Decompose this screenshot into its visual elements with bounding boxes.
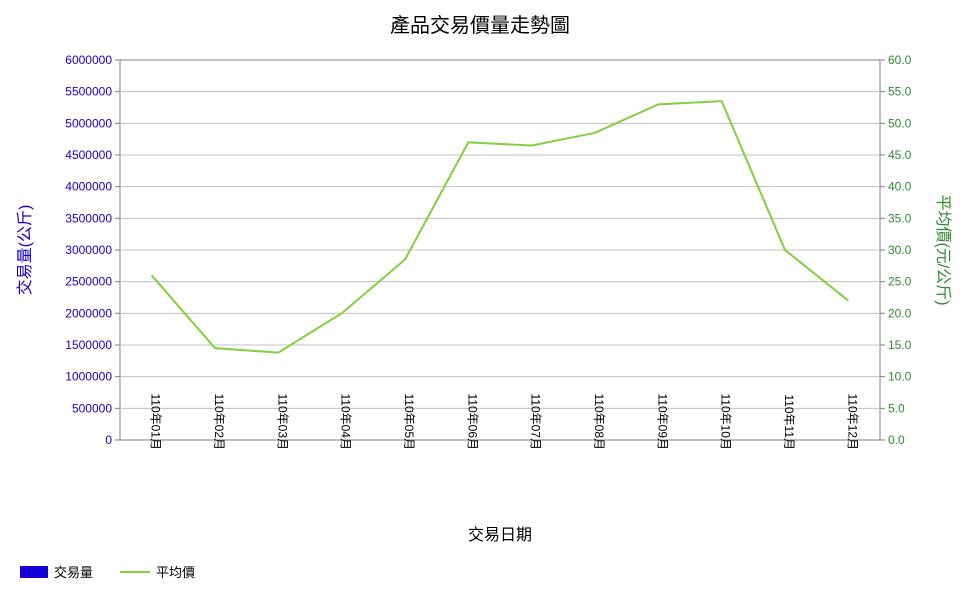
y-right-tick-label: 0.0: [888, 433, 905, 447]
y-right-tick-label: 55.0: [888, 85, 912, 99]
y-right-tick-label: 5.0: [888, 401, 905, 415]
x-tick-label: 110年02月: [212, 394, 226, 450]
y-left-tick-label: 4500000: [65, 148, 112, 162]
legend-bar-swatch: [20, 566, 48, 578]
x-tick-label: 110年05月: [402, 394, 416, 450]
y-left-tick-label: 3500000: [65, 211, 112, 225]
y-right-tick-label: 40.0: [888, 180, 912, 194]
chart-svg: 0 500000 1000000 1500000 2000000 2500000 30000…: [0, 0, 960, 600]
legend-line-label: 平均價: [156, 565, 195, 580]
y-left-tick-label: 0: [105, 433, 112, 447]
y-left-tick-label: 2000000: [65, 306, 112, 320]
y-right-tick-label: 60.0: [888, 53, 912, 67]
x-tick-label: 110年08月: [592, 394, 606, 450]
x-tick-label: 110年10月: [719, 394, 733, 450]
y-left-tick-label: 6000000: [65, 53, 112, 67]
y-right-tick-label: 50.0: [888, 116, 912, 130]
y-left-tick-label: 3000000: [65, 243, 112, 257]
y-right-tick-label: 45.0: [888, 148, 912, 162]
y-left-tick-label: 5500000: [65, 85, 112, 99]
y-right-tick-label: 20.0: [888, 306, 912, 320]
y-left-axis-label: 交易量(公斤): [16, 205, 34, 296]
x-tick-label: 110年07月: [529, 394, 543, 450]
x-tick-label: 110年06月: [465, 394, 479, 450]
chart-container: 0 500000 1000000 1500000 2000000 2500000 30000…: [0, 0, 960, 600]
y-left-tick-label: 5000000: [65, 116, 112, 130]
x-tick-label: 110年12月: [845, 394, 859, 450]
y-right-tick-label: 35.0: [888, 211, 912, 225]
x-tick-label: 110年11月: [782, 394, 796, 450]
y-left-tick-label: 4000000: [65, 180, 112, 194]
y-right-tick-label: 15.0: [888, 338, 912, 352]
y-right-tick-label: 10.0: [888, 370, 912, 384]
y-left-tick-label: 1500000: [65, 338, 112, 352]
x-tick-label: 110年09月: [655, 394, 669, 450]
y-left-tick-label: 1000000: [65, 370, 112, 384]
x-axis-label: 交易日期: [468, 526, 532, 544]
y-right-tick-label: 25.0: [888, 275, 912, 289]
y-right-axis-label: 平均價(元/公斤): [934, 194, 952, 305]
y-right-tick-label: 30.0: [888, 243, 912, 257]
chart-title: 產品交易價量走勢圖: [390, 14, 570, 37]
x-tick-label: 110年01月: [149, 394, 163, 450]
x-tick-label: 110年04月: [339, 394, 353, 450]
x-tick-label: 110年03月: [275, 394, 289, 450]
y-left-tick-label: 500000: [72, 401, 112, 415]
y-left-tick-label: 2500000: [65, 275, 112, 289]
legend-bar-label: 交易量: [54, 565, 93, 580]
